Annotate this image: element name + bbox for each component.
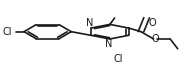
- Text: O: O: [149, 18, 156, 28]
- Text: Cl: Cl: [2, 27, 12, 37]
- Text: O: O: [151, 34, 159, 44]
- Text: Cl: Cl: [113, 54, 123, 64]
- Text: N: N: [105, 39, 113, 49]
- Text: N: N: [86, 18, 94, 28]
